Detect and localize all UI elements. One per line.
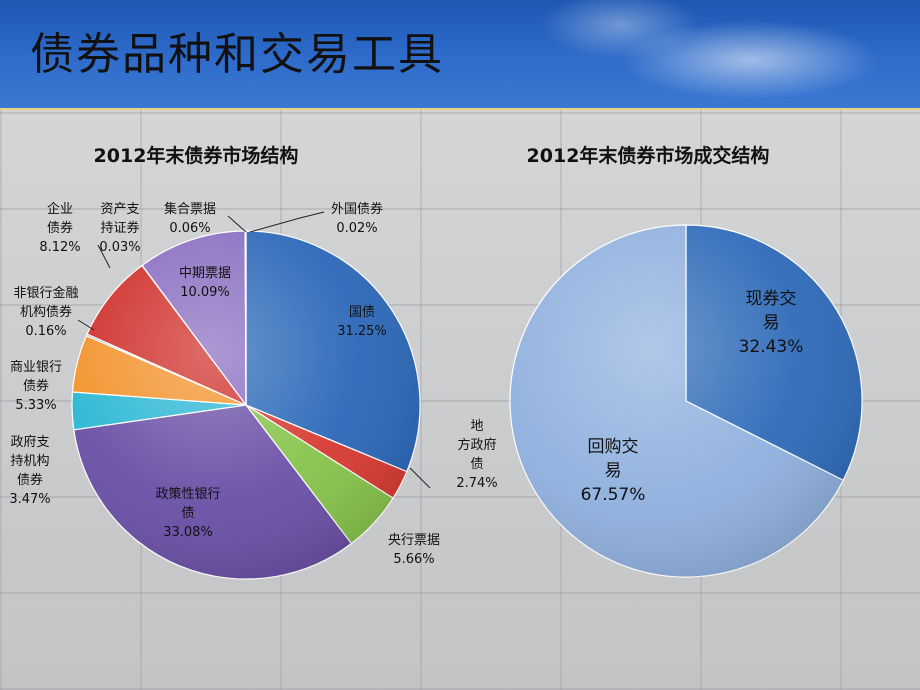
chart-title: 2012年末债券市场成交结构 [527,144,770,167]
slice-value-label: 67.57% [581,485,646,505]
slice-name-label: 机构债券 [20,304,72,320]
slice-name-label: 国债 [349,305,375,320]
slice-name-label: 债 [470,457,483,472]
slice-name-label: 持机构 [10,454,49,469]
slice-name-label: 易 [763,313,780,333]
slice-label: 央行票据 5.66% [388,533,440,567]
slice-label: 资产支持证券 0.03% [99,202,140,255]
slice-name-label: 回购交 [588,437,639,457]
slice-label: 地方政府债 2.74% [456,419,497,491]
slice-name-label: 央行票据 [388,533,440,548]
slice-label: 国债 31.25% [337,305,387,339]
slice-label: 外国债券 0.02% [331,201,383,236]
slice-name-label: 债 [181,506,194,521]
slice-name-label: 持证券 [100,220,139,236]
slice-value-label: 5.66% [393,552,434,567]
slice-label: 非银行金融机构债券 0.16% [13,285,78,339]
slice-value-label: 0.03% [99,240,140,255]
slice-label: 回购交易 67.57% [581,437,646,505]
slice-name-label: 债券 [17,472,43,488]
slice-value-label: 0.06% [169,221,210,236]
slice-label: 中期票据 10.09% [179,266,231,300]
leader-line [97,244,111,269]
slice-name-label: 集合票据 [164,201,216,217]
slice-name-label: 债券 [23,378,49,394]
slice-value-label: 32.43% [739,337,804,357]
slice-name-label: 外国债券 [331,201,383,217]
slice-name-label: 方政府 [457,437,496,453]
slice-name-label: 资产支 [100,202,139,217]
leader-line [77,319,95,331]
slice-label: 政策性银行债 33.08% [155,486,220,540]
slice-value-label: 3.47% [9,492,50,507]
slice-value-label: 10.09% [180,285,230,300]
slice-name-label: 企业 [47,201,73,217]
slice-name-label: 地 [470,419,483,434]
chart-title: 2012年末债券市场结构 [94,144,299,167]
leader-line [409,467,431,489]
slice-label: 现券交易 32.43% [739,289,804,357]
slice-name-label: 政策性银行 [155,486,220,502]
slice-name-label: 非银行金融 [13,285,78,301]
slice-value-label: 5.33% [15,398,56,413]
slice-name-label: 政府支 [10,435,49,450]
leader-line [227,215,247,233]
title-banner: 债券品种和交易工具 [0,0,920,110]
slice-label: 商业银行债券 5.33% [10,360,62,413]
slice-value-label: 8.12% [39,240,80,255]
slice-value-label: 33.08% [163,525,213,540]
slice-value-label: 2.74% [456,476,497,491]
slice-name-label: 易 [605,461,622,481]
slice-label: 集合票据 0.06% [164,201,216,236]
cloud-decoration [620,20,880,100]
slice-name-label: 债券 [47,220,73,236]
slice-value-label: 0.02% [336,221,377,236]
page-title: 债券品种和交易工具 [30,29,444,80]
slice-value-label: 0.16% [25,324,66,339]
slice-name-label: 中期票据 [179,266,231,281]
slice-label: 政府支持机构债券 3.47% [9,435,50,507]
leader-line [249,211,325,233]
slice-name-label: 现券交 [746,289,797,309]
slice-label: 企业债券 8.12% [39,201,80,255]
slice-name-label: 商业银行 [10,360,62,375]
slice-value-label: 31.25% [337,324,387,339]
